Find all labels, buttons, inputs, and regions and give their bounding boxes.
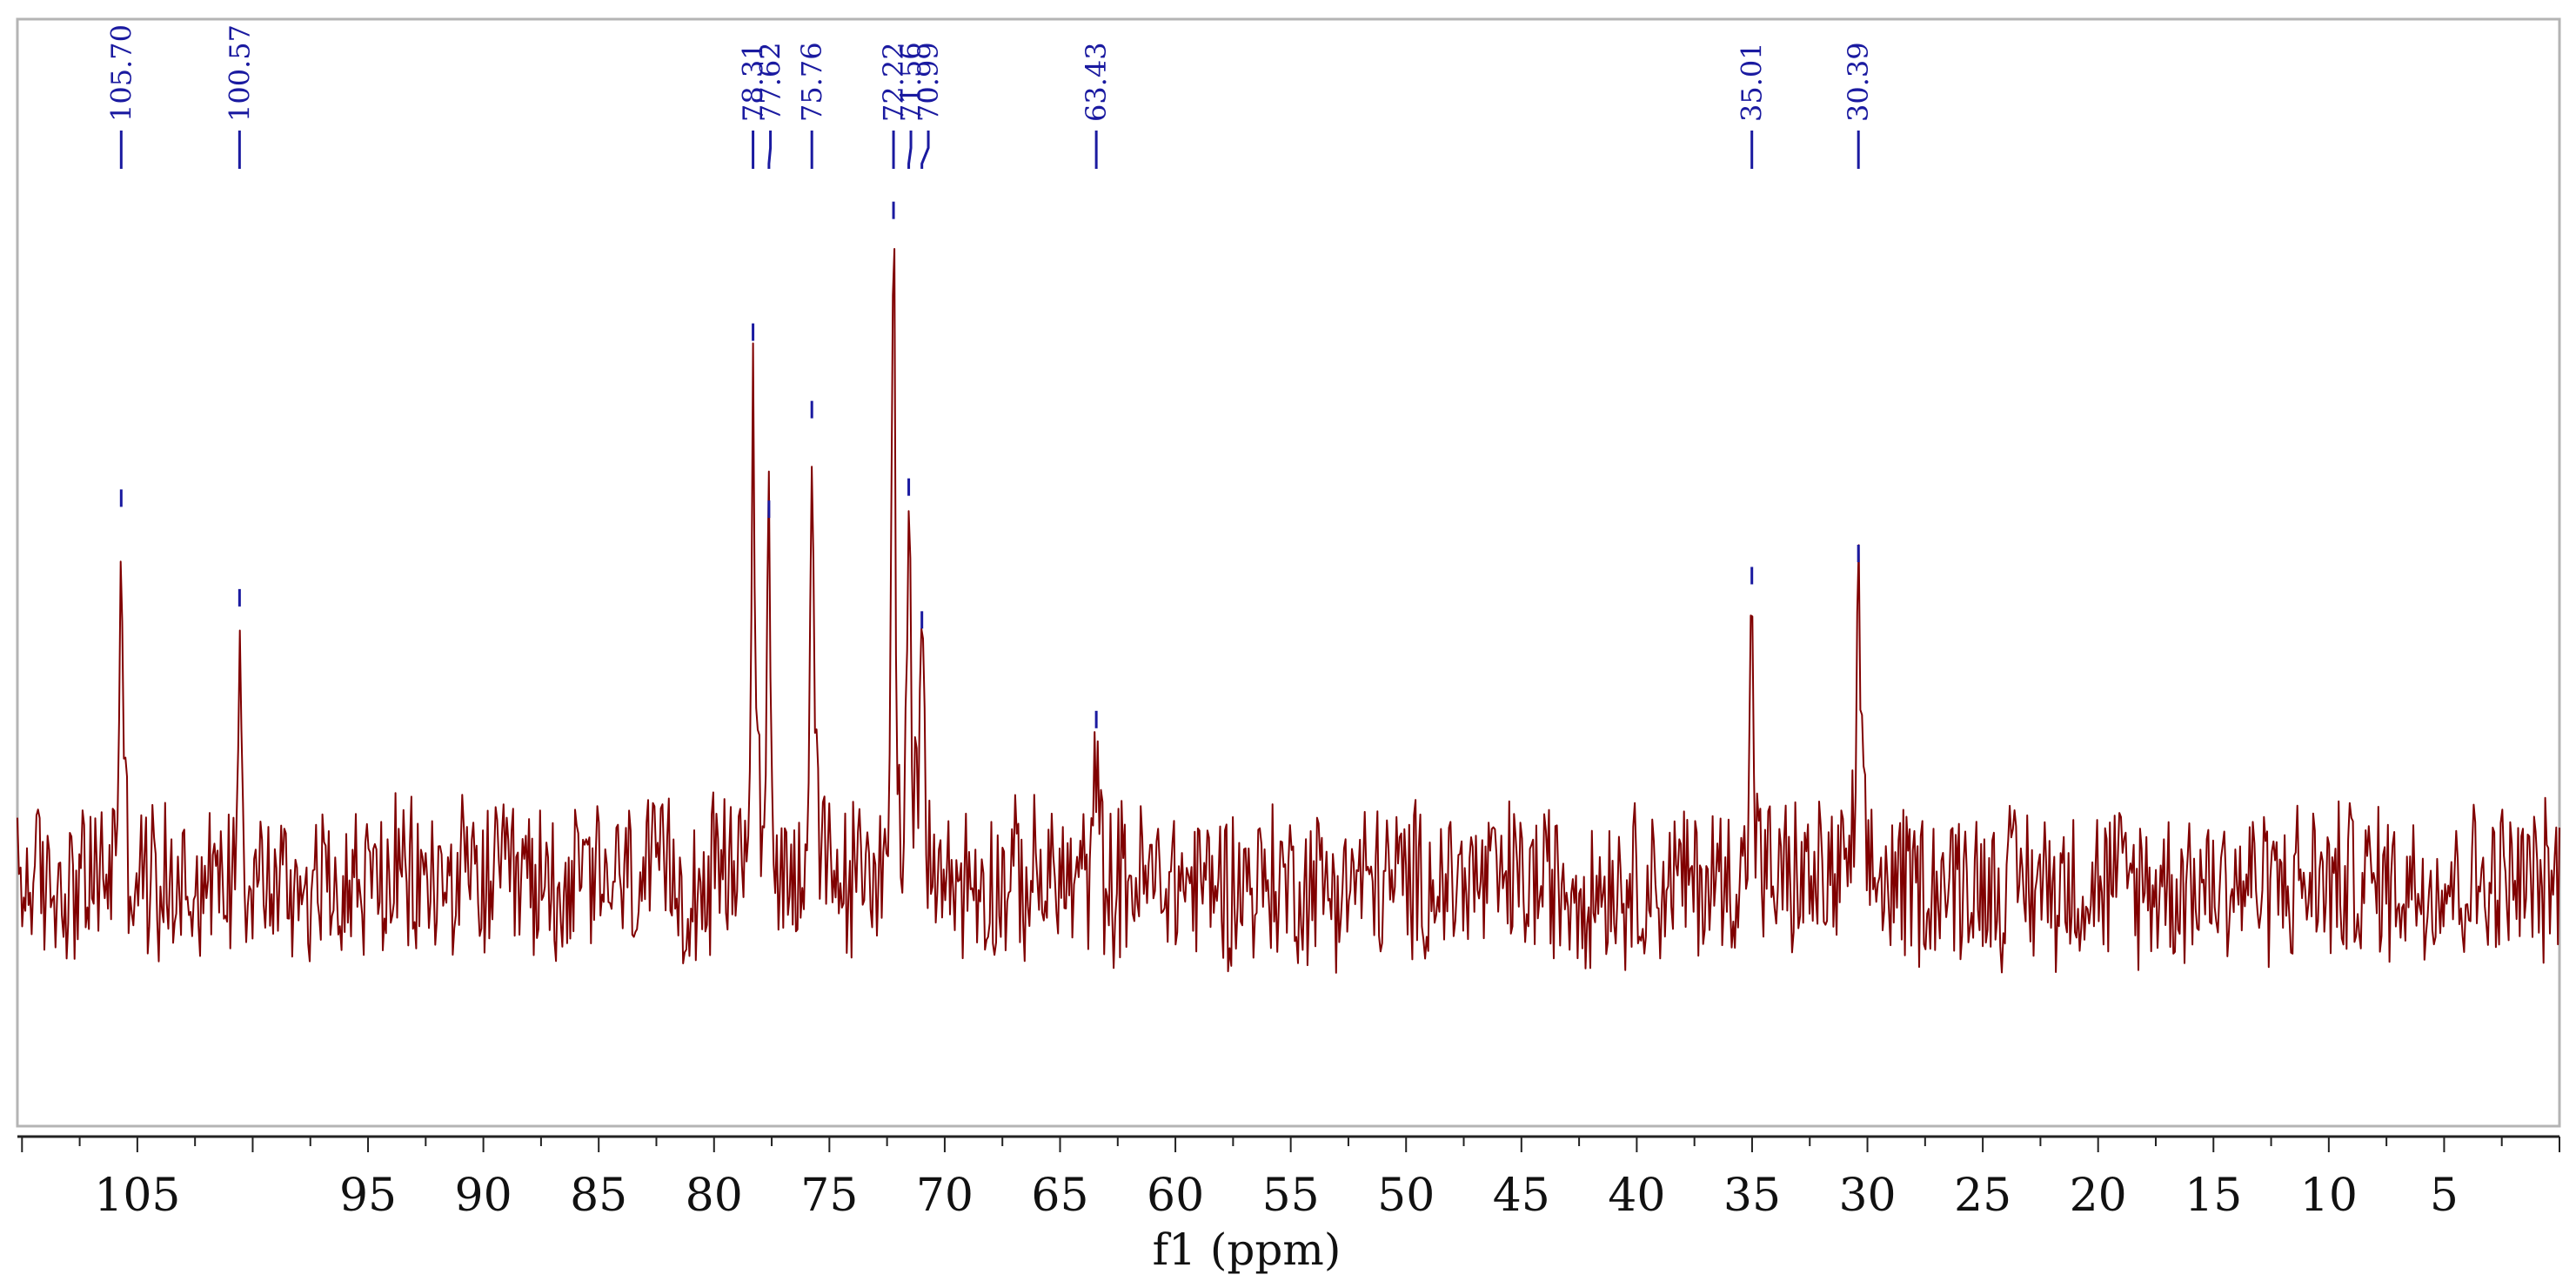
peak-annotation-100.57: 100.57	[223, 24, 256, 607]
peak-connector	[767, 131, 773, 169]
x-tick-label: 40	[1608, 1170, 1665, 1222]
x-tick-label: 105	[94, 1170, 180, 1222]
x-tick-label: 15	[2185, 1170, 2242, 1222]
x-axis-label: f1 (ppm)	[1153, 1224, 1342, 1275]
x-tick-label: 5	[2430, 1170, 2459, 1222]
peak-annotation-35.01: 35.01	[1736, 42, 1769, 585]
x-tick-label: 45	[1493, 1170, 1550, 1222]
peak-label: 35.01	[1736, 42, 1769, 122]
plot-frame	[16, 17, 2561, 1128]
x-tick-label: 30	[1838, 1170, 1896, 1222]
peak-label: 30.39	[1842, 42, 1875, 122]
peak-annotation-70.99: 70.99	[912, 42, 945, 629]
peak-connector	[907, 131, 913, 169]
x-tick-label: 80	[686, 1170, 743, 1222]
x-tick-label: 60	[1147, 1170, 1204, 1222]
spectrum-trace	[17, 248, 2560, 974]
x-tick-label: 95	[339, 1170, 397, 1222]
peak-label: 75.76	[795, 42, 828, 122]
peak-label: 72.22	[877, 42, 910, 122]
peak-label: 78.31	[737, 42, 770, 122]
x-tick-label: 70	[916, 1170, 974, 1222]
x-tick-label: 85	[570, 1170, 627, 1222]
x-tick-label: 10	[2300, 1170, 2358, 1222]
peak-annotation-30.39: 30.39	[1842, 42, 1875, 562]
x-axis-ticks: 105 95 90 85 80 75 70 65 60 55 50 45 40 35 30 25 20 15 10 5	[21, 1137, 2560, 1222]
x-tick-label: 65	[1031, 1170, 1088, 1222]
x-tick-label: 55	[1262, 1170, 1320, 1222]
peak-annotation-78.31: 78.31	[737, 42, 770, 341]
peak-label: 63.43	[1080, 42, 1113, 122]
peak-label: 70.99	[912, 42, 945, 122]
peak-label: 71.56	[894, 42, 927, 122]
peak-label: 100.57	[223, 24, 256, 122]
x-tick-label: 90	[455, 1170, 512, 1222]
peak-annotation-72.22: 72.22	[877, 42, 910, 219]
peak-annotation-63.43: 63.43	[1080, 42, 1113, 728]
peak-annotation-77.62: 77.62	[754, 42, 787, 519]
spectrum-layer	[17, 248, 2560, 974]
peak-label: 105.70	[104, 24, 137, 122]
x-tick-label: 50	[1377, 1170, 1435, 1222]
peak-annotation-75.76: 75.76	[795, 42, 828, 419]
peak-connector	[920, 131, 930, 169]
peak-annotation-71.56: 71.56	[894, 42, 927, 496]
peak-annotation-105.70: 105.70	[104, 24, 137, 507]
x-tick-label: 35	[1723, 1170, 1781, 1222]
x-tick-label: 25	[1954, 1170, 2011, 1222]
x-tick-label: 20	[2070, 1170, 2127, 1222]
peak-label: 77.62	[754, 42, 787, 122]
x-tick-label: 75	[800, 1170, 858, 1222]
